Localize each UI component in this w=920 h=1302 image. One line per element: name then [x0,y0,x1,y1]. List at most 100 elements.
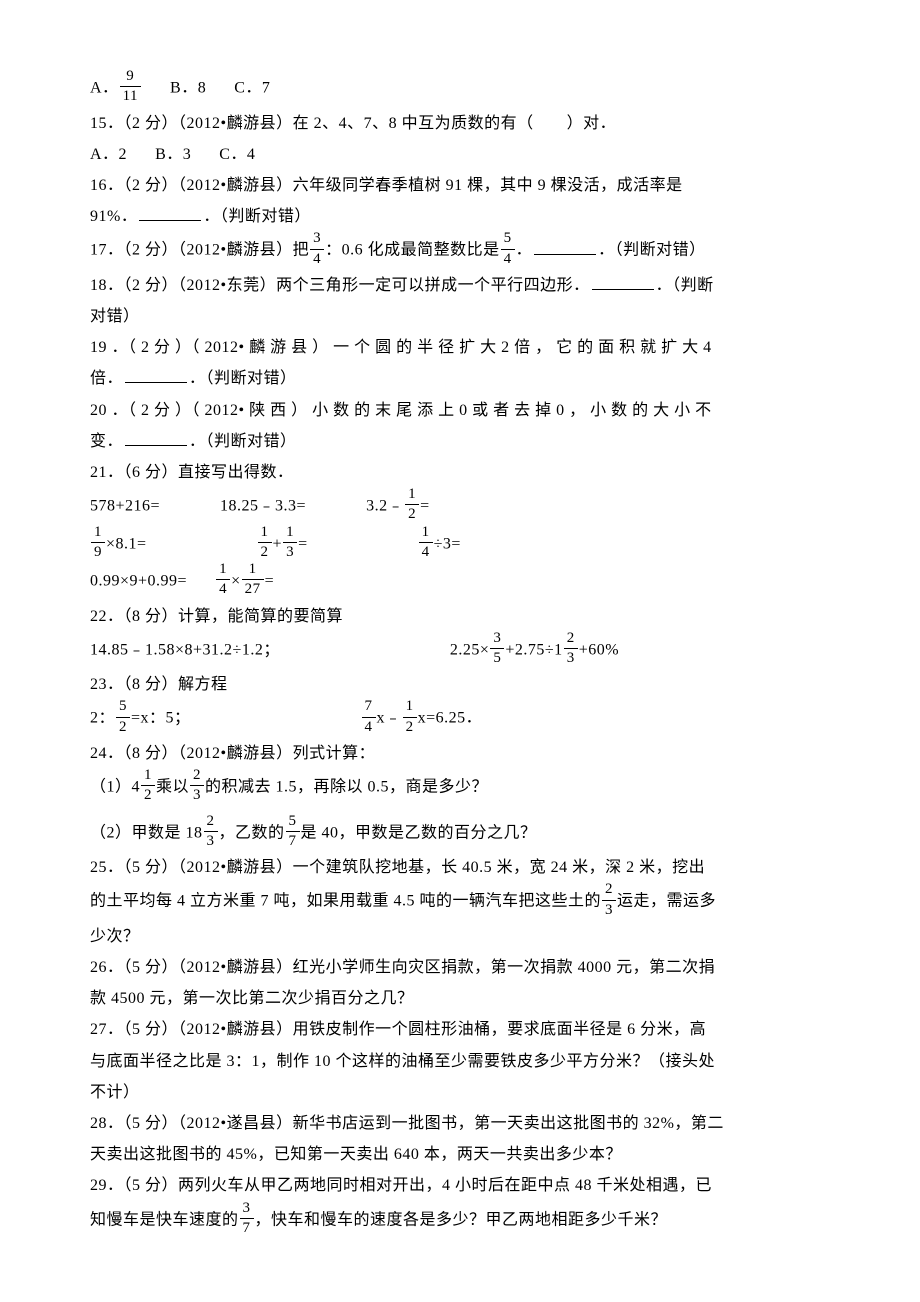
fraction-3-4: 34 [310,230,324,268]
q18-line1: 18．（2 分）（2012•东莞）两个三角形一定可以拼成一个平行四边形． ．（判断 [90,270,830,301]
q22-title: 22．（8 分）计算，能简算的要简算 [90,601,830,632]
q24-p2-post: 是 40，甲数是乙数的百分之几？ [301,824,537,841]
q22-row: 14.85﹣1.58×8+31.2÷1.2； 2.25×35+2.75÷123+6… [90,632,830,670]
q24-p1-pre: （1）4 [90,779,140,796]
q18-a: 18．（2 分）（2012•东莞）两个三角形一定可以拼成一个平行四边形． [90,277,590,294]
fraction-9-11: 911 [120,68,141,106]
fraction-5-7: 57 [286,813,300,851]
q29-line2: 知慢车是快车速度的37，快车和慢车的速度各是多少？甲乙两地相距多少千米？ [90,1202,830,1240]
q14-options: A．911 B．8 C．7 [90,70,830,108]
q22-b-pre: 2.25× [450,641,490,658]
fraction-2-3: 23 [204,813,218,851]
q20-line2b: ．（判断对错） [189,433,297,450]
fraction-1-2: 12 [405,486,419,524]
q23-b-mid: x﹣ [377,710,402,727]
fraction-1-4: 14 [419,524,433,562]
q15-options: A．2B．3C．4 [90,139,830,170]
fraction-1-9: 19 [91,524,105,562]
q21-r2a-post: ×8.1= [106,535,147,552]
q16-line2b: ．（判断对错） [203,208,311,225]
q21-row2: 19×8.1= 12+13= 14÷3= [90,526,830,564]
q25-line2a: 的土平均每 4 立方米重 7 吨，如果用载重 4.5 吨的一辆汽车把这些土的 [90,893,601,910]
q21-row1: 578+216=18.25﹣3.3=3.2﹣12= [90,488,830,526]
spacer [90,807,830,815]
q25-line1: 25．（5 分）（2012•麟游县）一个建筑队挖地基，长 40.5 米，宽 24… [90,852,830,883]
fraction-2-3: 23 [602,881,616,919]
q27-line1: 27．（5 分）（2012•麟游县）用铁皮制作一个圆柱形油桶，要求底面半径是 6… [90,1014,830,1045]
q14-optB: B．8 [170,79,206,96]
fraction-1-2: 12 [258,524,272,562]
fraction-1-3: 13 [283,524,297,562]
q15-optC: C．4 [219,146,255,163]
fraction-1-4: 14 [216,561,230,599]
q21-title: 21．（6 分）直接写出得数． [90,457,830,488]
fraction-2-3: 23 [190,767,204,805]
q24-p2-pre: （2）甲数是 18 [90,824,203,841]
q22-b-post: +60% [579,641,619,658]
q18-line2: 对错） [90,301,830,332]
q14-optC: C．7 [234,79,270,96]
q21-r1a: 578+216= [90,497,160,514]
q17-b: ：0.6 化成最简整数比是 [325,242,500,259]
fraction-1-2: 12 [403,698,417,736]
q16-line2: 91%． ．（判断对错） [90,201,830,232]
q24-p2-mid: ，乙数的 [219,824,285,841]
q25-line2b: 运走，需运多 [617,893,716,910]
q22-b-mid1: +2.75÷1 [505,641,562,658]
q21-r1c-pre: 3.2﹣ [366,497,404,514]
answer-blank[interactable] [125,368,187,383]
fraction-3-5: 35 [490,630,504,668]
q25-line3: 少次？ [90,921,830,952]
q20-line1: 20 ．（ 2 分 ）（ 2012• 陕 西 ） 小 数 的 末 尾 添 上 0… [90,395,830,426]
fraction-3-7: 37 [240,1200,254,1238]
q27-line2: 与底面半径之比是 3：1，制作 10 个这样的油桶至少需要铁皮多少平方分米？（接… [90,1046,830,1077]
q23-a-post: =x：5； [131,710,191,727]
q17-d: ．（判断对错） [598,242,706,259]
q20-line2a: 变． [90,433,123,450]
q19-line2b: ．（判断对错） [189,370,297,387]
q21-r2c-post: ÷3= [434,535,461,552]
q19-line2: 倍． ．（判断对错） [90,363,830,394]
exam-page: A．911 B．8 C．7 15．（2 分）（2012•麟游县）在 2、4、7、8 … [0,0,920,1299]
q17-a: 17．（2 分）（2012•麟游县）把 [90,242,309,259]
q19-line2a: 倍． [90,370,123,387]
q27-line3: 不计） [90,1077,830,1108]
q24-p2: （2）甲数是 1823，乙数的57是 40，甲数是乙数的百分之几？ [90,815,830,853]
q26-line2: 款 4500 元，第一次比第二次少捐百分之几？ [90,983,830,1014]
q21-r1b: 18.25﹣3.3= [220,497,306,514]
q21-r3a: 0.99×9+0.99= [90,572,187,589]
q21-r3b-mid: × [231,572,241,589]
fraction-1-27: 127 [242,561,264,599]
q29-line2a: 知慢车是快车速度的 [90,1211,239,1228]
fraction-1-2: 12 [141,767,155,805]
q23-b-post: x=6.25． [418,710,483,727]
q16-line2a: 91%． [90,208,137,225]
q15-stem: 15．（2 分）（2012•麟游县）在 2、4、7、8 中互为质数的有（ ）对． [90,108,830,139]
q21-r3b-post: = [265,572,275,589]
q19-line1: 19 ．（ 2 分 ）（ 2012• 麟 游 县 ） 一 个 圆 的 半 径 扩… [90,332,830,363]
q24-p1-mid: 乘以 [156,779,189,796]
q29-line2b: ，快车和慢车的速度各是多少？甲乙两地相距多少千米？ [255,1211,668,1228]
q24-title: 24．（8 分）（2012•麟游县）列式计算： [90,738,830,769]
q18-b: ．（判断 [656,277,714,294]
q24-p1: （1）412乘以23的积减去 1.5，再除以 0.5，商是多少？ [90,769,830,807]
q23-a-pre: 2： [90,710,115,727]
q21-r2b-mid: + [273,535,283,552]
answer-blank[interactable] [592,274,654,289]
answer-blank[interactable] [125,430,187,445]
answer-blank[interactable] [139,206,201,221]
q17-line: 17．（2 分）（2012•麟游县）把34：0.6 化成最简整数比是54．．（判… [90,232,830,270]
q22-a: 14.85﹣1.58×8+31.2÷1.2； [90,641,280,658]
q20-line2: 变． ．（判断对错） [90,426,830,457]
fraction-2-3: 23 [564,630,578,668]
q14-optA-prefix: A． [90,79,119,96]
q28-line2: 天卖出这批图书的 45%，已知第一天卖出 640 本，两天一共卖出多少本？ [90,1139,830,1170]
q24-p1-post: 的积减去 1.5，再除以 0.5，商是多少？ [205,779,488,796]
answer-blank[interactable] [534,239,596,254]
q15-optA: A．2 [90,146,127,163]
q26-line1: 26．（5 分）（2012•麟游县）红光小学师生向灾区捐款，第一次捐款 4000… [90,952,830,983]
q21-r2b-post: = [298,535,308,552]
q21-row3: 0.99×9+0.99= 14×127= [90,563,830,601]
q28-line1: 28．（5 分）（2012•遂昌县）新华书店运到一批图书，第一天卖出这批图书的 … [90,1108,830,1139]
q25-line2: 的土平均每 4 立方米重 7 吨，如果用载重 4.5 吨的一辆汽车把这些土的23… [90,883,830,921]
